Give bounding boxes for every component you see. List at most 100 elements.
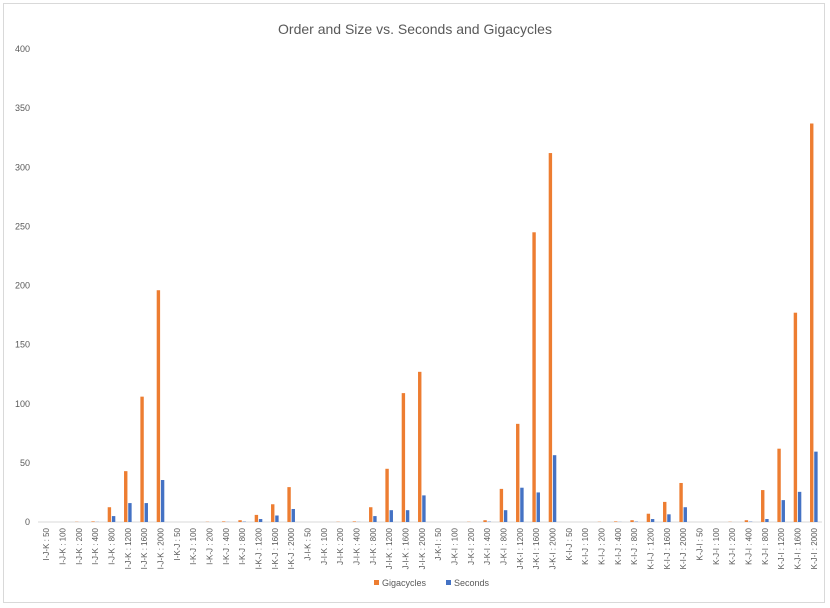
gigacycles-bar <box>516 423 520 522</box>
y-tick-label: 0 <box>25 517 30 527</box>
x-tick-label: J-I-K : 100 <box>320 527 329 564</box>
gigacycles-bar <box>548 153 553 522</box>
gigacycles-bar <box>287 487 291 522</box>
x-tick-label: I-K-J : 100 <box>189 527 198 564</box>
gigacycles-bar <box>630 520 634 522</box>
gigacycles-bar <box>352 521 357 522</box>
x-tick-label: I-K-J : 1600 <box>271 527 280 569</box>
seconds-bar <box>373 516 377 522</box>
x-tick-label: K-J-I : 2000 <box>810 527 819 569</box>
x-tick-label: I-K-J : 200 <box>206 527 215 564</box>
seconds-bar <box>291 508 295 522</box>
seconds-bar <box>536 492 540 522</box>
seconds-bar <box>650 519 655 522</box>
x-tick-label: K-I-J : 1200 <box>647 527 656 569</box>
y-tick-label: 150 <box>15 340 30 350</box>
x-tick-label: I-J-K : 200 <box>75 527 84 564</box>
gigacycles-bar <box>124 471 128 522</box>
gigacycles-bar <box>483 520 487 522</box>
seconds-bar <box>765 519 769 522</box>
x-tick-label: J-I-K : 50 <box>304 527 313 560</box>
y-tick-label: 50 <box>20 458 30 468</box>
seconds-bar <box>389 510 393 522</box>
y-tick-label: 200 <box>15 281 30 291</box>
gigacycles-bar <box>91 521 95 522</box>
x-tick-label: I-J-K : 50 <box>42 527 51 560</box>
x-tick-label: I-K-J : 50 <box>173 527 182 560</box>
x-tick-label: K-I-J : 200 <box>598 527 607 564</box>
y-tick-label: 300 <box>15 162 30 172</box>
gigacycles-bar <box>499 488 504 522</box>
gigacycles-bar <box>401 393 406 522</box>
seconds-bar <box>128 503 132 522</box>
x-tick-label: J-K-I : 2000 <box>549 527 558 569</box>
gigacycles-bar <box>385 468 389 522</box>
x-tick-label: K-J-I : 100 <box>712 527 721 564</box>
x-tick-label: J-I-K : 1200 <box>385 527 394 569</box>
x-tick-label: J-I-K : 400 <box>353 527 362 564</box>
gigacycles-legend-swatch <box>374 580 379 585</box>
gigacycles-bar <box>777 448 781 522</box>
gigacycles-bar <box>222 521 226 522</box>
seconds-bar <box>258 519 263 522</box>
gigacycles-bar <box>793 312 798 522</box>
seconds-bar <box>503 510 508 522</box>
y-tick-label: 400 <box>15 44 30 54</box>
gigacycles-bar <box>418 371 422 522</box>
x-tick-label: I-K-J : 400 <box>222 527 231 564</box>
seconds-bar <box>405 510 410 522</box>
seconds-bar <box>797 491 802 522</box>
seconds-bar <box>683 507 687 522</box>
x-tick-label: K-I-J : 1600 <box>663 527 672 569</box>
x-tick-label: I-J-K : 1200 <box>124 527 133 569</box>
x-tick-label: I-K-J : 800 <box>238 527 247 564</box>
gigacycles-bar <box>646 513 651 522</box>
x-tick-label: I-J-K : 800 <box>108 527 117 564</box>
x-tick-label: J-K-I : 1200 <box>516 527 525 569</box>
gigacycles-bar <box>532 232 536 523</box>
gigacycles-bar <box>810 123 814 522</box>
x-tick-label: I-K-J : 1200 <box>255 527 264 569</box>
gigacycles-bar <box>254 514 259 522</box>
x-tick-label: I-J-K : 2000 <box>157 527 166 569</box>
gigacycles-bar <box>614 521 618 522</box>
x-tick-label: I-J-K : 100 <box>59 527 68 564</box>
seconds-bar <box>160 480 165 522</box>
x-tick-label: K-I-J : 800 <box>630 527 639 564</box>
seconds-bar <box>520 487 524 522</box>
x-tick-label: I-K-J : 2000 <box>287 527 296 569</box>
gigacycles-bar <box>238 520 242 522</box>
y-tick-label: 350 <box>15 103 30 113</box>
gigacycles-legend-label: Gigacycles <box>382 578 427 588</box>
seconds-bar <box>275 515 279 522</box>
seconds-bar <box>422 495 426 522</box>
x-tick-label: I-J-K : 1600 <box>140 527 149 569</box>
gigacycles-bar <box>271 504 275 522</box>
x-tick-label: K-I-J : 2000 <box>679 527 688 569</box>
x-tick-label: K-I-J : 400 <box>614 527 623 564</box>
seconds-bar <box>144 503 148 522</box>
gigacycles-bar <box>679 482 683 522</box>
gigacycles-bar <box>744 520 749 522</box>
x-tick-label: J-I-K : 2000 <box>418 527 427 569</box>
gigacycles-bar <box>156 290 161 522</box>
x-tick-label: J-K-I : 800 <box>500 527 509 564</box>
chart-frame: Order and Size vs. Seconds and Gigacycle… <box>3 3 825 603</box>
x-tick-label: I-J-K : 400 <box>91 527 100 564</box>
x-tick-label: J-I-K : 800 <box>369 527 378 564</box>
x-tick-label: K-J-I : 1600 <box>794 527 803 569</box>
seconds-legend-swatch <box>446 580 451 585</box>
seconds-legend-label: Seconds <box>454 578 490 588</box>
x-tick-label: K-J-I : 1200 <box>777 527 786 569</box>
seconds-bar <box>667 514 671 522</box>
x-tick-label: K-I-J : 100 <box>581 527 590 564</box>
gigacycles-bar <box>761 490 765 522</box>
x-tick-label: J-K-I : 1600 <box>532 527 541 569</box>
y-tick-label: 250 <box>15 221 30 231</box>
y-tick-label: 100 <box>15 399 30 409</box>
x-tick-label: J-I-K : 200 <box>336 527 345 564</box>
x-tick-label: J-I-K : 1600 <box>402 527 411 569</box>
x-tick-label: K-J-I : 800 <box>761 527 770 564</box>
chart: Order and Size vs. Seconds and Gigacycle… <box>15 21 822 588</box>
gigacycles-bar <box>369 507 373 522</box>
